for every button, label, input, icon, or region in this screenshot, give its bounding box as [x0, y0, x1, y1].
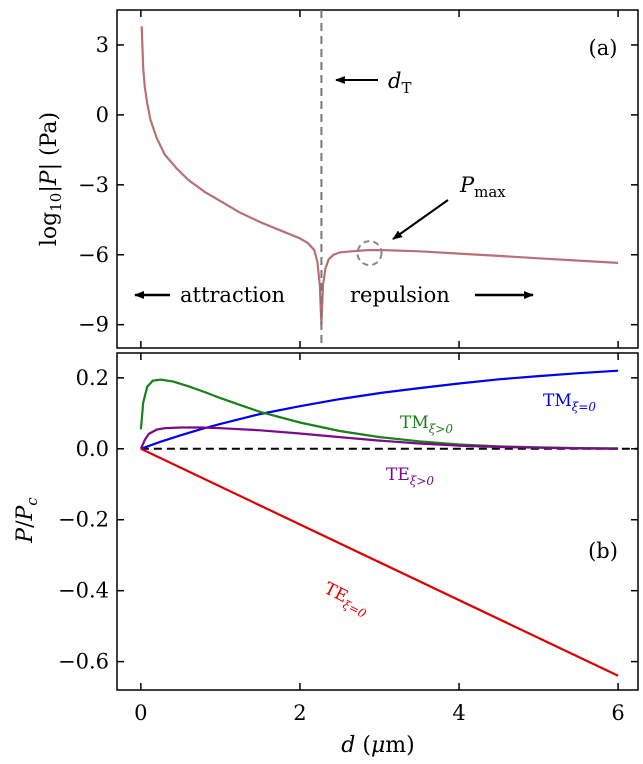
series-line-2 — [139, 426, 619, 450]
panel-b-lines — [139, 369, 619, 677]
series-label-tm-xi0: TMξ=0 — [543, 391, 596, 414]
y-tick-label: −0.2 — [58, 508, 109, 532]
panel-a-ticks: 3 0 −3 −6 −9 — [78, 10, 638, 348]
repulsion-label: repulsion — [350, 283, 450, 307]
panel-b: 0 2 4 6 0.2 0.0 −0.2 −0.4 −0.6 (b) TMξ=0 TMξ>0 TEξ>… — [13, 352, 639, 758]
y-tick-label: −9 — [78, 313, 109, 337]
panel-a: 3 0 −3 −6 −9 (a) dT Pmax attraction repulsion lo… — [37, 9, 639, 349]
y-tick-label: 0.2 — [76, 366, 109, 390]
y-tick-label: −6 — [78, 243, 109, 267]
pmax-circle — [356, 240, 383, 267]
panel-b-ylabel: P/Pc — [13, 497, 41, 544]
series-line-3 — [140, 447, 619, 677]
series-line-1 — [139, 378, 619, 450]
panel-b-xlabel: d (μm) — [341, 733, 414, 758]
panel-b-tag: (b) — [588, 539, 618, 563]
y-tick-label: −0.6 — [58, 650, 109, 674]
series-line-0 — [140, 369, 619, 450]
series-label-te-xi0: TEξ=0 — [319, 579, 373, 621]
y-tick-label: 0 — [96, 103, 109, 127]
threshold-label: dT — [388, 69, 411, 97]
series-label-tm-xipos: TMξ>0 — [400, 413, 453, 436]
panel-b-frame — [116, 352, 639, 691]
y-tick-label: −3 — [78, 173, 109, 197]
x-tick-label: 6 — [611, 701, 624, 725]
x-tick-label: 4 — [452, 701, 465, 725]
series-line-1 — [320, 249, 619, 325]
panel-b-annotations: (b) TMξ=0 TMξ>0 TEξ>0 TEξ=0 — [319, 391, 618, 621]
panel-a-frame — [116, 9, 639, 349]
panel-a-lines — [140, 26, 619, 325]
pmax-arrow — [392, 199, 449, 240]
pmax-label: Pmax — [459, 173, 506, 201]
series-line-0 — [140, 26, 323, 325]
panel-b-ticks: 0 2 4 6 0.2 0.0 −0.2 −0.4 −0.6 — [58, 353, 638, 725]
y-tick-label: −0.4 — [58, 579, 109, 603]
y-tick-label: 3 — [96, 33, 109, 57]
y-tick-label: 0.0 — [76, 437, 109, 461]
x-tick-label: 0 — [134, 701, 147, 725]
attraction-label: attraction — [180, 283, 285, 307]
x-tick-label: 2 — [293, 701, 306, 725]
panel-a-tag: (a) — [589, 36, 618, 60]
series-label-te-xipos: TEξ>0 — [386, 465, 434, 488]
panel-a-ylabel: log10|P| (Pa) — [37, 112, 65, 246]
panel-a-annotations: (a) dT Pmax attraction repulsion — [134, 36, 618, 307]
